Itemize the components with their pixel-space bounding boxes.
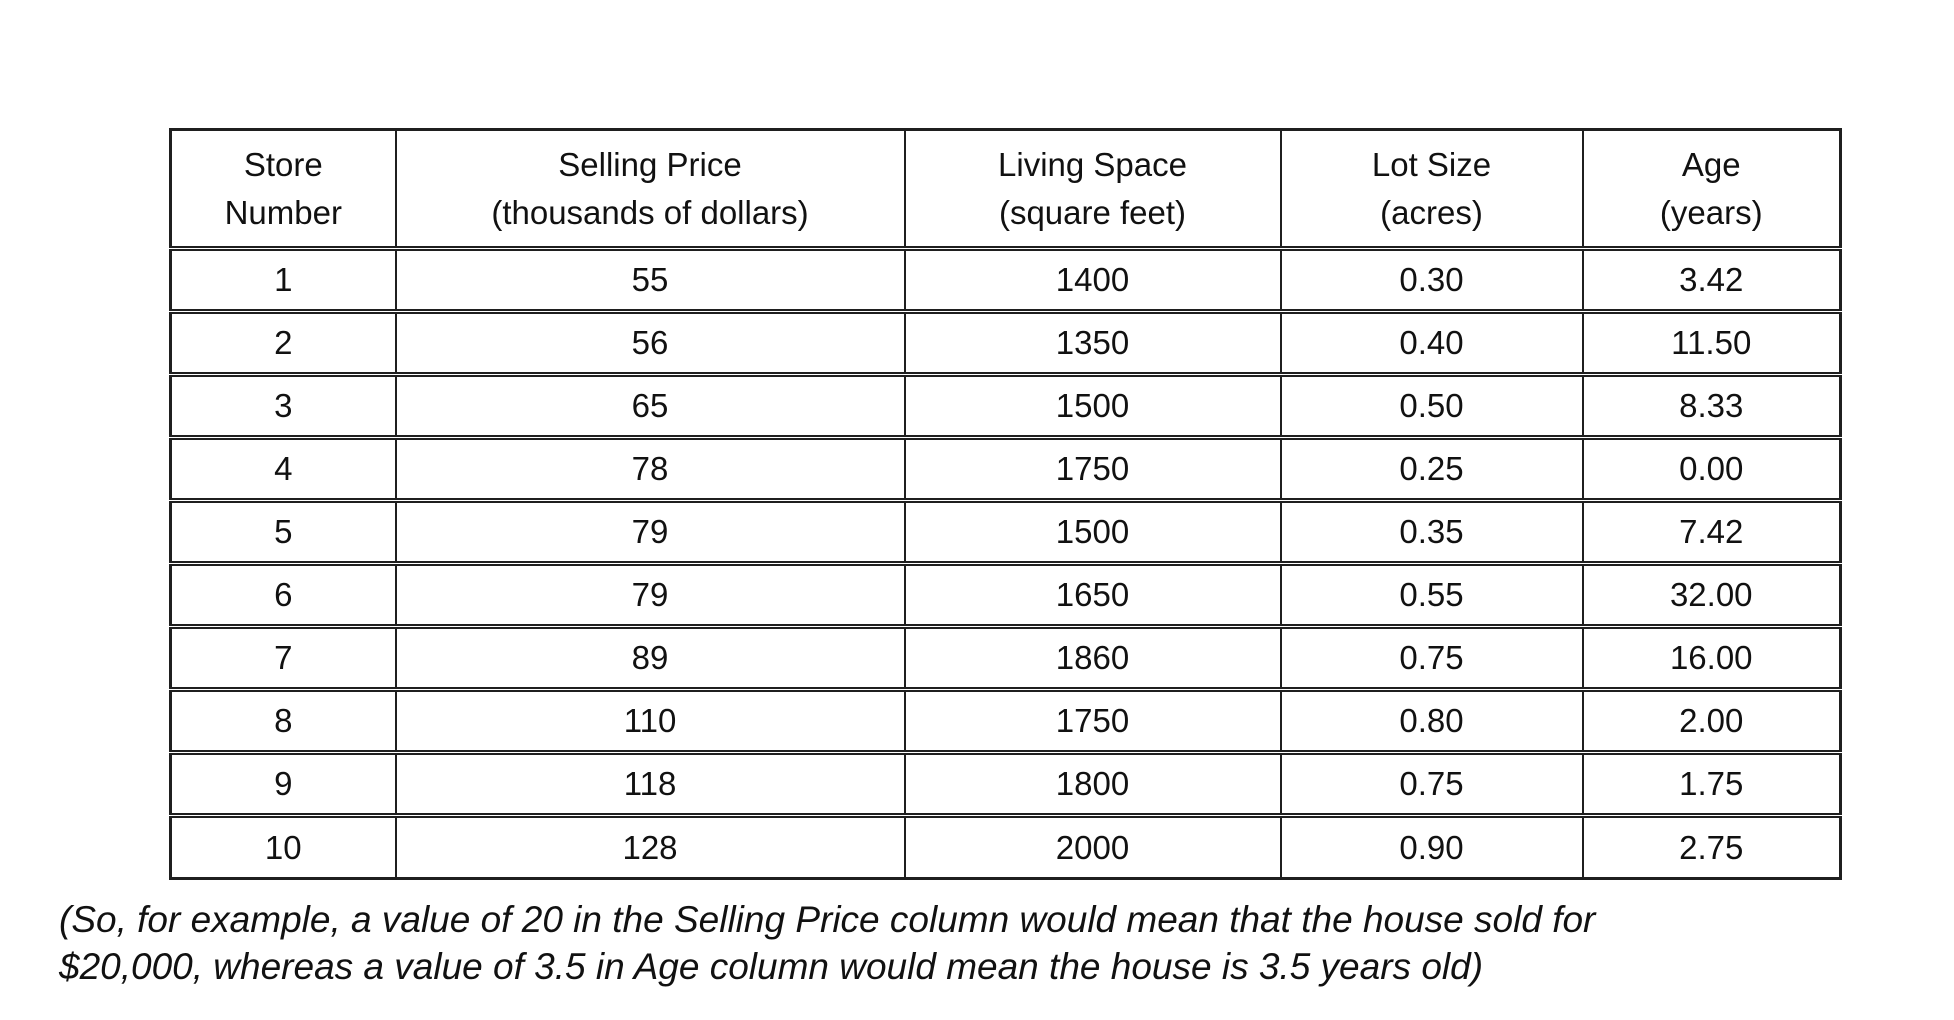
housing-data-table: Store Number Selling Price (thousands of… [169, 128, 1842, 880]
footnote-line: (So, for example, a value of 20 in the S… [59, 899, 1596, 940]
cell-age: 32.00 [1581, 561, 1842, 627]
cell-age: 1.75 [1581, 750, 1842, 816]
cell-age: 7.42 [1581, 498, 1842, 564]
table-row: 6 79 1650 0.55 32.00 [169, 561, 1842, 627]
cell-living-space: 1500 [903, 498, 1282, 564]
cell-lot-size: 0.75 [1279, 750, 1584, 816]
cell-selling-price: 79 [394, 498, 906, 564]
column-header-selling-price: Selling Price (thousands of dollars) [394, 129, 906, 251]
cell-living-space: 1860 [903, 624, 1282, 690]
cell-selling-price: 78 [394, 435, 906, 501]
table-row: 2 56 1350 0.40 11.50 [169, 309, 1842, 375]
cell-selling-price: 79 [394, 561, 906, 627]
cell-age: 11.50 [1581, 309, 1842, 375]
table-row: 7 89 1860 0.75 16.00 [169, 624, 1842, 690]
cell-selling-price: 56 [394, 309, 906, 375]
table-body: 1 55 1400 0.30 3.42 2 56 1350 0.40 11.50 3 65 1500 0.… [169, 248, 1842, 879]
cell-store-number: 3 [169, 372, 397, 438]
cell-selling-price: 65 [394, 372, 906, 438]
cell-lot-size: 0.75 [1279, 624, 1584, 690]
cell-age: 8.33 [1581, 372, 1842, 438]
cell-store-number: 9 [169, 750, 397, 816]
cell-age: 3.42 [1581, 248, 1842, 312]
cell-store-number: 2 [169, 309, 397, 375]
header-row: Store Number Selling Price (thousands of… [169, 129, 1842, 251]
cell-selling-price: 118 [394, 750, 906, 816]
header-line: Number [224, 193, 342, 231]
cell-living-space: 1750 [903, 435, 1282, 501]
cell-lot-size: 0.25 [1279, 435, 1584, 501]
cell-lot-size: 0.40 [1279, 309, 1584, 375]
header-line: (acres) [1380, 193, 1483, 231]
table-row: 4 78 1750 0.25 0.00 [169, 435, 1842, 501]
cell-living-space: 1750 [903, 687, 1282, 753]
cell-age: 0.00 [1581, 435, 1842, 501]
cell-lot-size: 0.35 [1279, 498, 1584, 564]
header-line: Age [1681, 145, 1741, 183]
cell-store-number: 4 [169, 435, 397, 501]
cell-age: 2.00 [1581, 687, 1842, 753]
header-line: Store [243, 145, 323, 183]
cell-living-space: 2000 [903, 813, 1282, 879]
column-header-store-number: Store Number [169, 129, 397, 251]
header-line: Selling Price [558, 145, 742, 183]
cell-living-space: 1500 [903, 372, 1282, 438]
cell-living-space: 1400 [903, 248, 1282, 312]
table-row: 8 110 1750 0.80 2.00 [169, 687, 1842, 753]
housing-data-table-container: Store Number Selling Price (thousands of… [169, 128, 1842, 880]
cell-selling-price: 128 [394, 813, 906, 879]
cell-lot-size: 0.55 [1279, 561, 1584, 627]
cell-age: 16.00 [1581, 624, 1842, 690]
cell-store-number: 5 [169, 498, 397, 564]
cell-store-number: 6 [169, 561, 397, 627]
cell-store-number: 1 [169, 248, 397, 312]
cell-living-space: 1350 [903, 309, 1282, 375]
cell-living-space: 1650 [903, 561, 1282, 627]
table-header: Store Number Selling Price (thousands of… [169, 129, 1842, 251]
header-line: (years) [1659, 193, 1763, 231]
column-header-living-space: Living Space (square feet) [903, 129, 1282, 251]
column-header-age: Age (years) [1581, 129, 1842, 251]
header-line: Living Space [998, 145, 1187, 183]
footnote: (So, for example, a value of 20 in the S… [59, 896, 1919, 991]
cell-store-number: 7 [169, 624, 397, 690]
table-row: 1 55 1400 0.30 3.42 [169, 248, 1842, 312]
cell-age: 2.75 [1581, 813, 1842, 879]
cell-store-number: 10 [169, 813, 397, 879]
header-line: (thousands of dollars) [491, 193, 809, 231]
table-row: 10 128 2000 0.90 2.75 [169, 813, 1842, 879]
table-row: 9 118 1800 0.75 1.75 [169, 750, 1842, 816]
header-line: Lot Size [1371, 145, 1492, 183]
header-line: (square feet) [998, 193, 1187, 231]
cell-lot-size: 0.50 [1279, 372, 1584, 438]
cell-living-space: 1800 [903, 750, 1282, 816]
cell-lot-size: 0.30 [1279, 248, 1584, 312]
footnote-line: $20,000, whereas a value of 3.5 in Age c… [59, 946, 1484, 988]
cell-selling-price: 55 [394, 248, 906, 312]
cell-lot-size: 0.90 [1279, 813, 1584, 879]
column-header-lot-size: Lot Size (acres) [1279, 129, 1584, 251]
table-row: 3 65 1500 0.50 8.33 [169, 372, 1842, 438]
cell-lot-size: 0.80 [1279, 687, 1584, 753]
cell-selling-price: 110 [394, 687, 906, 753]
cell-store-number: 8 [169, 687, 397, 753]
cell-selling-price: 89 [394, 624, 906, 690]
table-row: 5 79 1500 0.35 7.42 [169, 498, 1842, 564]
